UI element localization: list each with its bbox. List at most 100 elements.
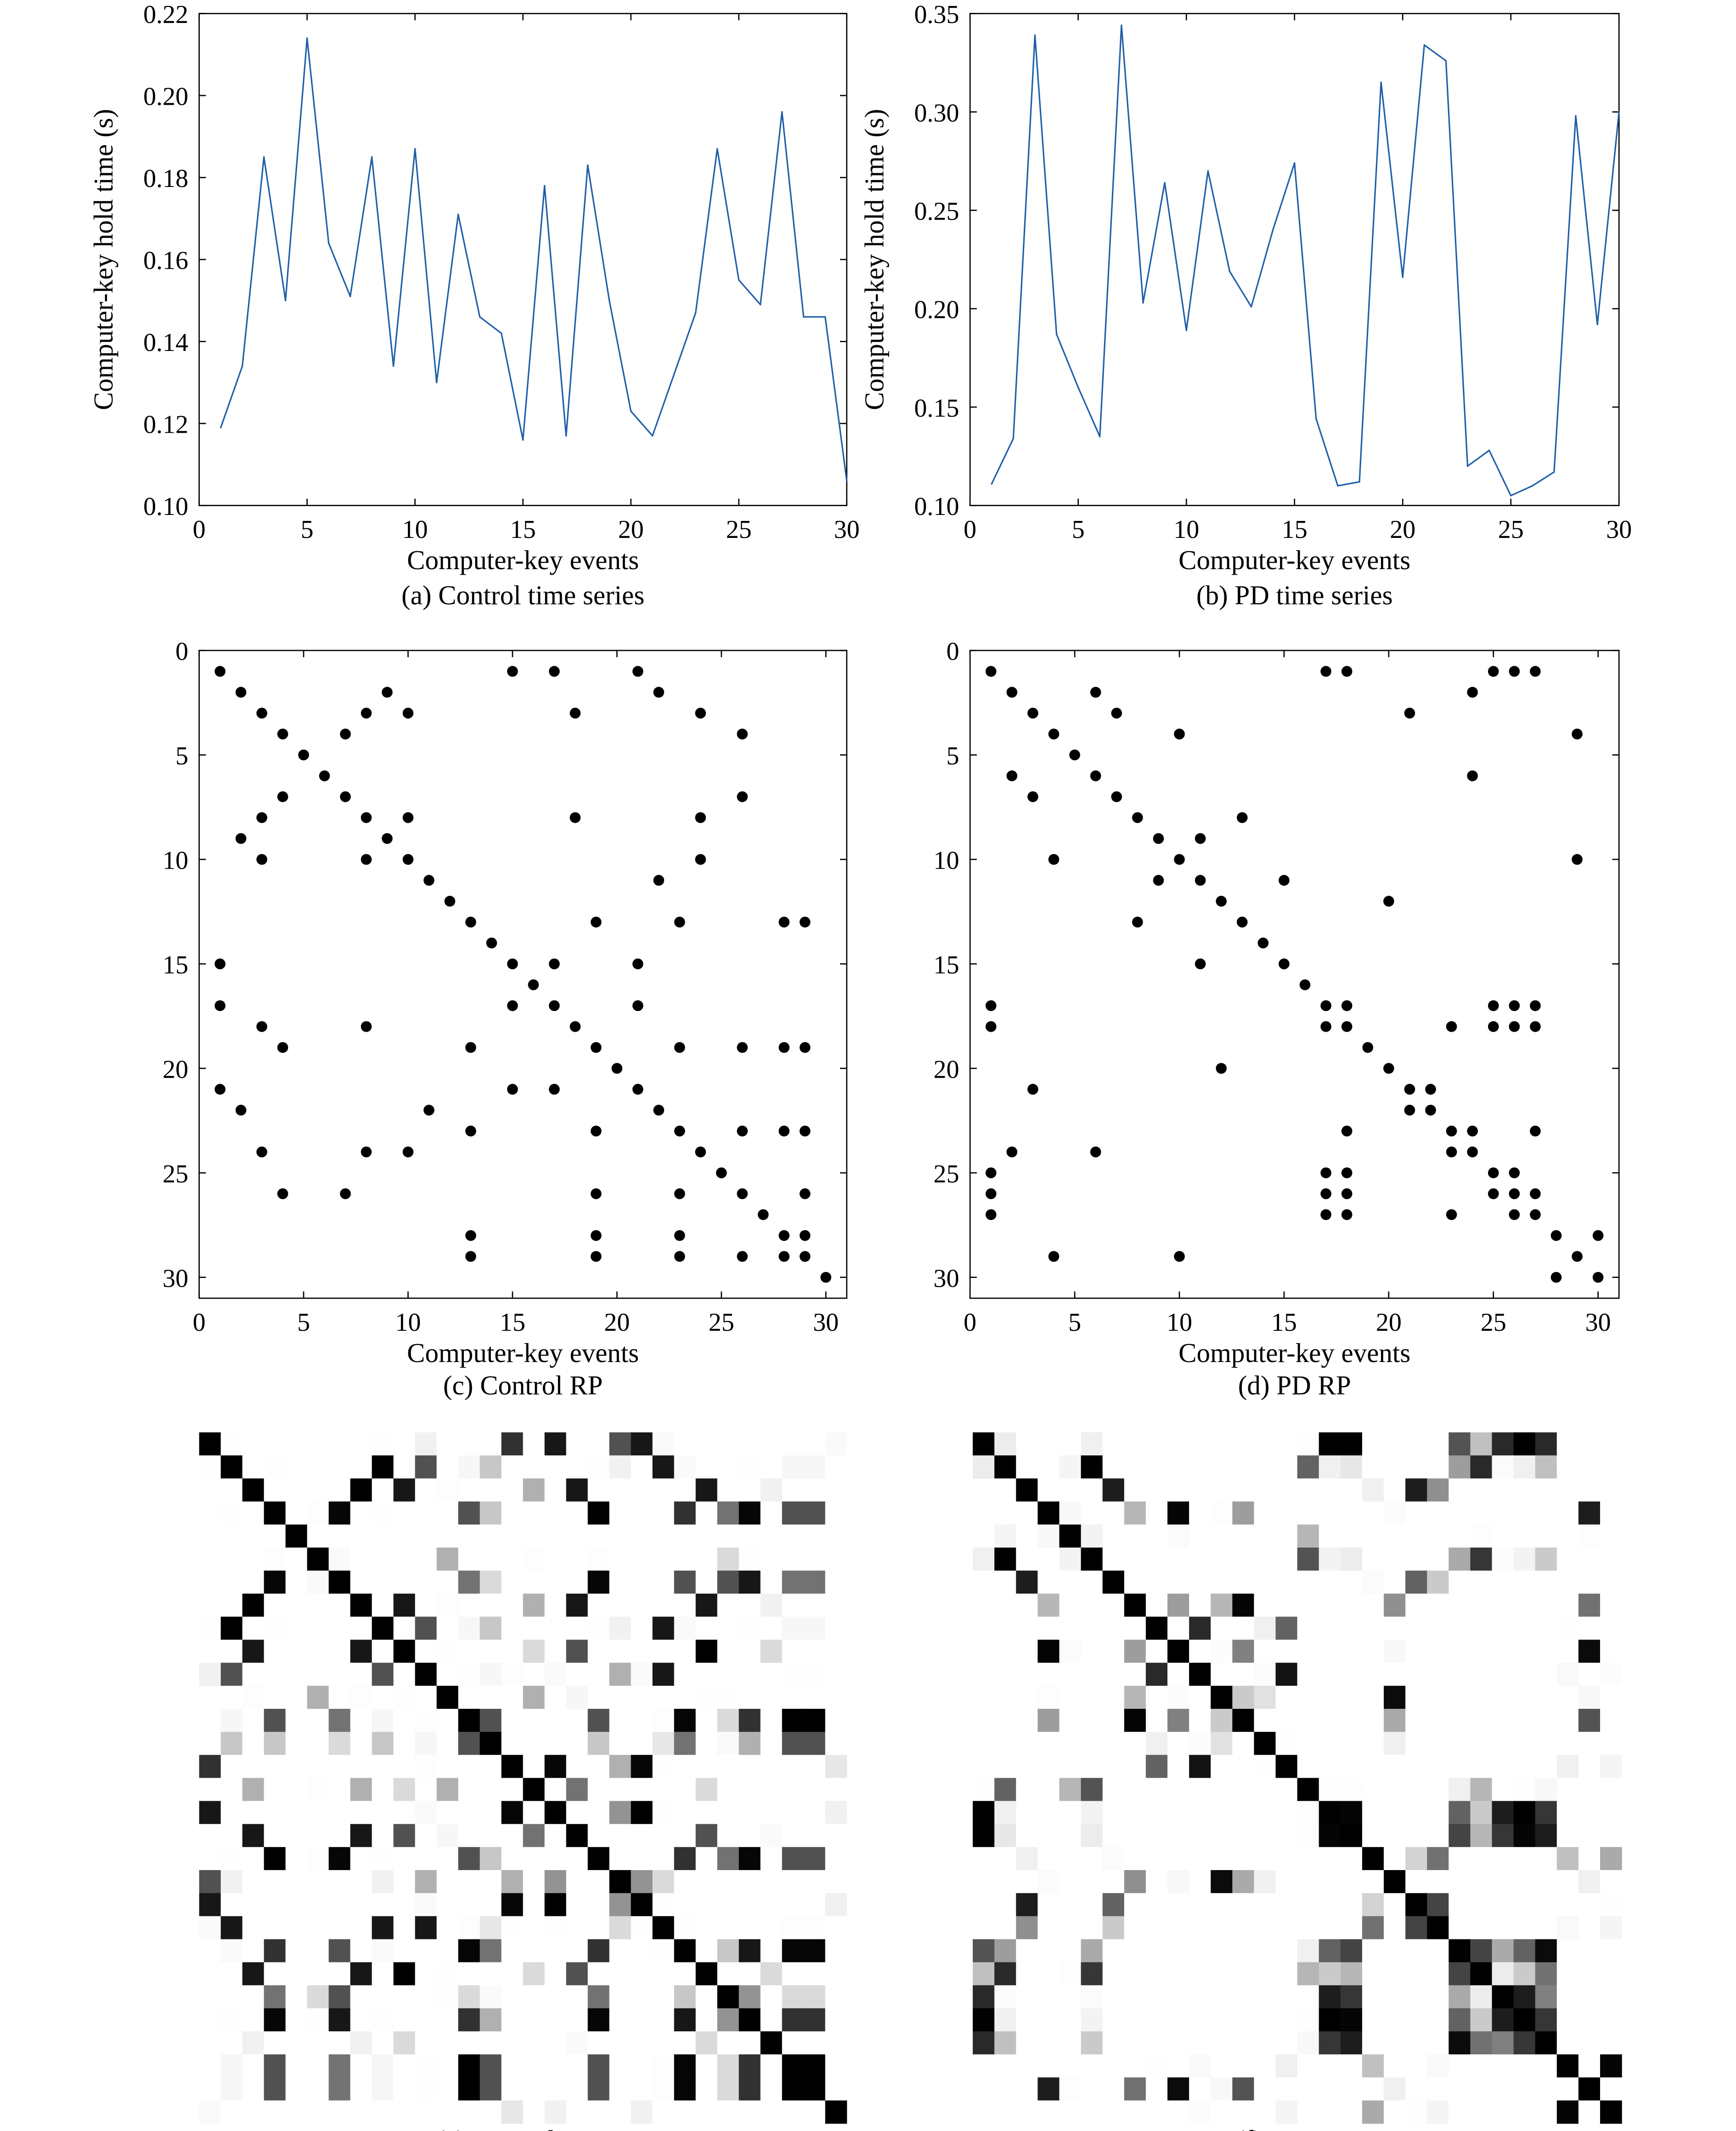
frp-cell <box>1492 2100 1514 2124</box>
frp-cell <box>544 1639 567 1663</box>
frp-cell <box>393 1962 416 1986</box>
frp-cell <box>1254 1547 1276 1571</box>
frp-cell <box>1427 1708 1449 1732</box>
frp-cell <box>1492 1662 1514 1686</box>
frp-cell <box>1232 1478 1255 1502</box>
data-point <box>738 279 740 281</box>
frp-cell <box>1145 1639 1168 1663</box>
frp-cell <box>1232 1639 1255 1663</box>
frp-cell <box>415 1939 437 1963</box>
frp-cell <box>1340 1708 1363 1732</box>
frp-cell <box>973 1501 995 1525</box>
frp-cell <box>1449 1708 1471 1732</box>
frp-cell <box>1211 1594 1233 1617</box>
frp-cell <box>1189 1778 1211 1802</box>
frp-cell <box>220 1962 243 1986</box>
recurrence-point <box>591 1251 602 1262</box>
frp-cell <box>1535 2077 1557 2101</box>
frp-cell <box>738 1732 761 1755</box>
frp-cell <box>1124 1893 1146 1916</box>
frp-cell <box>393 1478 416 1502</box>
recurrence-point <box>549 1000 560 1012</box>
recurrence-point <box>569 812 581 823</box>
frp-cell <box>1211 1501 1233 1525</box>
frp-cell <box>1211 1801 1233 1825</box>
frp-cell <box>1600 1916 1622 1940</box>
frp-cell <box>1145 1501 1168 1525</box>
recurrence-point <box>1509 666 1520 677</box>
frp-cell <box>803 2008 826 2032</box>
frp-cell <box>973 1893 995 1916</box>
frp-cell <box>1513 1617 1536 1640</box>
frp-cell <box>199 1662 221 1686</box>
frp-cell <box>1211 1778 1233 1802</box>
frp-cell <box>1319 1801 1341 1825</box>
y-tick-label: 20 <box>934 1055 959 1084</box>
frp-cell <box>695 1708 718 1732</box>
frp-cell <box>372 1501 394 1525</box>
recurrence-point <box>1572 729 1583 740</box>
frp-cell <box>501 2077 524 2101</box>
frp-cell <box>523 1778 545 1802</box>
frp-cell <box>458 1432 480 1456</box>
frp-cell <box>285 2077 308 2101</box>
frp-cell <box>566 1801 588 1825</box>
frp-cell <box>1405 1617 1427 1640</box>
frp-cell <box>415 1571 437 1594</box>
recurrence-point <box>1530 1021 1541 1032</box>
recurrence-point <box>611 1063 623 1074</box>
frp-cell <box>1059 1778 1082 1802</box>
frp-cell <box>458 1501 480 1525</box>
frp-cell <box>674 2031 696 2055</box>
frp-cell <box>674 1893 696 1916</box>
frp-cell <box>372 1571 394 1594</box>
recurrence-point <box>549 666 560 677</box>
frp-cell <box>1319 1939 1341 1963</box>
frp-cell <box>1492 1571 1514 1594</box>
frp-cell <box>717 1847 739 1871</box>
frp-cell <box>1384 2008 1406 2032</box>
recurrence-point <box>1341 1125 1353 1137</box>
frp-cell <box>1081 1432 1103 1456</box>
frp-cell <box>803 1639 826 1663</box>
frp-cell <box>1513 2008 1536 2032</box>
frp-cell <box>199 1455 221 1479</box>
frp-cell <box>501 2100 524 2124</box>
frp-cell <box>458 1824 480 1848</box>
frp-cell <box>1124 1594 1146 1617</box>
frp-cell <box>372 1524 394 1548</box>
frp-cell <box>415 2100 437 2124</box>
frp-cell <box>1081 2008 1103 2032</box>
frp-cell <box>1102 1547 1125 1571</box>
frp-cell <box>1037 1571 1060 1594</box>
frp-cell <box>523 1916 545 1940</box>
frp-cell <box>350 1432 372 1456</box>
frp-cell <box>307 1432 329 1456</box>
frp-cell <box>652 1662 675 1686</box>
frp-cell <box>1340 1732 1363 1755</box>
frp-cell <box>1319 1432 1341 1456</box>
frp-cell <box>652 1524 675 1548</box>
frp-cell <box>994 1755 1016 1778</box>
frp-cell <box>242 1501 265 1525</box>
frp-cell <box>1081 1824 1103 1848</box>
frp-cell <box>1232 1916 1255 1940</box>
frp-cell <box>199 1547 221 1571</box>
recurrence-point <box>985 1167 997 1178</box>
frp-cell <box>760 2031 783 2055</box>
frp-cell <box>674 1962 696 1986</box>
frp-cell <box>1362 1478 1384 1502</box>
frp-cell <box>328 1847 351 1871</box>
frp-cell <box>1059 1939 1082 1963</box>
frp-cell <box>350 1801 372 1825</box>
frp-cell <box>1340 2008 1363 2032</box>
frp-cell <box>523 1893 545 1916</box>
frp-cell <box>803 1617 826 1640</box>
frp-cell <box>1037 1847 1060 1871</box>
frp-cell <box>1297 1455 1319 1479</box>
frp-cell <box>1340 1662 1363 1686</box>
frp-cell <box>973 1662 995 1686</box>
frp-cell <box>566 1847 588 1871</box>
frp-cell <box>1578 1432 1601 1456</box>
frp-cell <box>1427 2077 1449 2101</box>
